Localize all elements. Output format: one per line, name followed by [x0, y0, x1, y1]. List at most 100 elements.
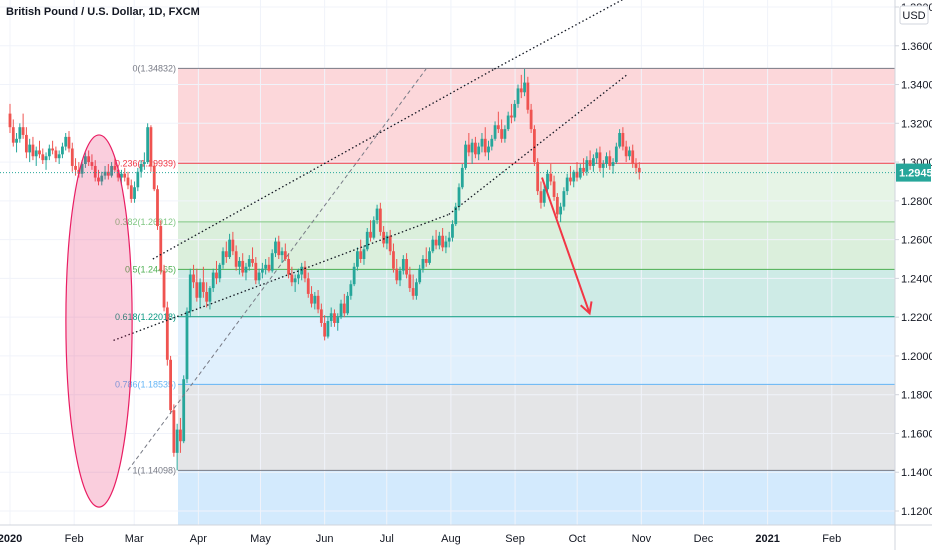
candle-body[interactable] [559, 206, 563, 215]
candle-body[interactable] [601, 164, 605, 168]
candle-body[interactable] [28, 144, 32, 153]
candle-body[interactable] [120, 173, 123, 178]
candle-body[interactable] [244, 266, 248, 273]
candle-body[interactable] [208, 288, 212, 302]
candle-body[interactable] [549, 173, 553, 182]
candle-body[interactable] [342, 303, 346, 314]
candle-body[interactable] [290, 274, 294, 283]
candle-body[interactable] [565, 177, 569, 192]
upper-channel-line[interactable] [152, 68, 495, 260]
candle-body[interactable] [224, 251, 228, 258]
candle-body[interactable] [628, 150, 631, 157]
candle-body[interactable] [333, 313, 336, 323]
upper-channel-line[interactable] [494, 0, 626, 70]
candle-body[interactable] [326, 321, 330, 337]
candle-body[interactable] [375, 208, 379, 221]
candle-body[interactable] [542, 189, 546, 203]
candle-body[interactable] [323, 322, 327, 337]
forecast-arrow[interactable] [541, 177, 591, 314]
candle-body[interactable] [287, 259, 290, 275]
candle-body[interactable] [146, 127, 150, 163]
candle-body[interactable] [346, 295, 349, 314]
candle-body[interactable] [34, 150, 38, 157]
candle-body[interactable] [516, 88, 520, 104]
candle-body[interactable] [126, 177, 130, 186]
candle-body[interactable] [329, 313, 333, 322]
candle-body[interactable] [441, 235, 445, 248]
candle-body[interactable] [418, 268, 422, 283]
candle-body[interactable] [621, 133, 625, 147]
candle-body[interactable] [31, 144, 35, 157]
candle-body[interactable] [195, 282, 199, 298]
time-axis[interactable] [0, 525, 932, 550]
candle-body[interactable] [313, 295, 317, 304]
candle-body[interactable] [480, 138, 484, 147]
candle-body[interactable] [234, 251, 238, 267]
candle-body[interactable] [555, 196, 559, 215]
candle-body[interactable] [454, 206, 458, 225]
candle-body[interactable] [447, 237, 451, 242]
candle-body[interactable] [142, 162, 146, 165]
candle-body[interactable] [80, 164, 84, 174]
candle-body[interactable] [93, 165, 97, 178]
candle-body[interactable] [274, 241, 277, 254]
candle-body[interactable] [637, 167, 641, 173]
candle-body[interactable] [457, 187, 461, 207]
candle-body[interactable] [513, 103, 517, 118]
candle-body[interactable] [378, 208, 382, 232]
candle-body[interactable] [493, 125, 497, 139]
candle-body[interactable] [90, 162, 94, 166]
candle-body[interactable] [254, 262, 258, 281]
candle-body[interactable] [57, 154, 61, 159]
candle-body[interactable] [562, 191, 566, 207]
candle-body[interactable] [251, 259, 254, 263]
candle-body[interactable] [67, 136, 71, 149]
candle-body[interactable] [162, 270, 166, 308]
candle-body[interactable] [116, 169, 120, 178]
candle-body[interactable] [297, 274, 300, 279]
candle-body[interactable] [110, 165, 114, 176]
candle-body[interactable] [24, 134, 28, 153]
candle-body[interactable] [300, 266, 304, 275]
lower-channel-line[interactable] [448, 74, 628, 215]
candle-body[interactable] [595, 152, 599, 159]
candle-body[interactable] [526, 82, 530, 110]
candle-body[interactable] [319, 309, 323, 323]
candle-body[interactable] [605, 156, 608, 165]
candle-body[interactable] [15, 138, 18, 143]
candle-body[interactable] [47, 148, 51, 157]
price-axis[interactable] [895, 0, 932, 550]
candle-body[interactable] [264, 264, 268, 269]
candle-body[interactable] [260, 268, 264, 273]
candle-body[interactable] [70, 148, 74, 166]
candle-body[interactable] [546, 173, 549, 190]
candle-body[interactable] [424, 259, 428, 263]
candle-body[interactable] [506, 115, 510, 130]
candle-body[interactable] [582, 167, 585, 172]
candle-body[interactable] [588, 160, 592, 166]
candle-body[interactable] [415, 282, 418, 296]
candle-body[interactable] [372, 220, 376, 238]
candle-body[interactable] [398, 270, 402, 281]
candle-body[interactable] [578, 167, 582, 178]
candle-body[interactable] [11, 127, 15, 143]
candle-body[interactable] [283, 251, 287, 259]
diagonal-trend-line[interactable] [127, 68, 427, 471]
candle-body[interactable] [238, 260, 241, 267]
candle-body[interactable] [467, 144, 471, 153]
candle-body[interactable] [575, 171, 579, 178]
candle-body[interactable] [631, 150, 635, 165]
candle-body[interactable] [608, 156, 612, 166]
candle-body[interactable] [451, 224, 454, 238]
candle-body[interactable] [624, 146, 628, 157]
candle-body[interactable] [123, 173, 127, 178]
candle-body[interactable] [152, 165, 156, 190]
candle-body[interactable] [392, 251, 395, 269]
candle-body[interactable] [159, 226, 163, 271]
candle-body[interactable] [18, 127, 22, 139]
candle-body[interactable] [618, 133, 622, 147]
candle-body[interactable] [336, 317, 340, 323]
candles[interactable] [8, 69, 641, 471]
candle-body[interactable] [401, 259, 405, 271]
